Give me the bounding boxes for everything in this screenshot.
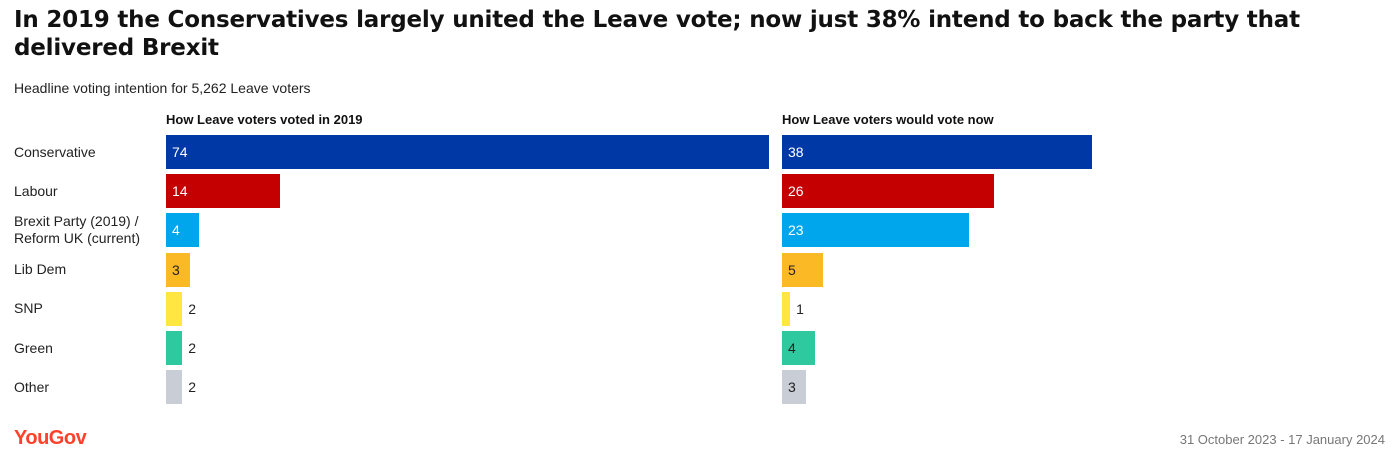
bar: [166, 370, 183, 405]
category-label: Green: [14, 340, 53, 357]
category-label-line: Reform UK (current): [14, 230, 141, 247]
bar: [782, 370, 807, 405]
yougov-logo: YouGov: [14, 427, 87, 449]
bar: [166, 291, 183, 326]
category-label-line: Other: [14, 378, 50, 395]
chart-subtitle: Headline voting intention for 5,262 Leav…: [14, 80, 311, 96]
bar: [782, 331, 815, 365]
category-label: Lib Dem: [14, 261, 66, 278]
bar-value-label: 26: [788, 183, 804, 200]
category-label-line: Conservative: [14, 143, 96, 160]
bar: [782, 174, 994, 209]
bar-value-label: 2: [188, 300, 197, 317]
category-label: Other: [14, 379, 49, 396]
category-label-line: SNP: [14, 300, 43, 317]
category-label: Labour: [14, 183, 58, 200]
bar-value-label: 4: [788, 340, 796, 356]
date-range: 31 October 2023 - 17 January 2024: [1179, 432, 1385, 447]
category-label-line: Brexit Party (2019) /: [14, 213, 139, 230]
bar: [782, 252, 823, 287]
bar: [166, 213, 199, 248]
panel-title-2019: How Leave voters voted in 2019: [166, 112, 363, 127]
bar-value-label: 14: [172, 183, 188, 200]
bar: [166, 135, 770, 169]
bar: [166, 331, 183, 365]
category-label: SNP: [14, 300, 43, 317]
bar-value-label: 5: [788, 261, 796, 278]
panel-title-now: How Leave voters would vote now: [782, 112, 994, 127]
bar: [782, 291, 791, 326]
bar-value-label: 3: [172, 261, 180, 278]
bar-value-label: 3: [788, 379, 796, 396]
category-label-line: Lib Dem: [14, 261, 67, 278]
bar: [782, 135, 1092, 169]
category-label-line: Labour: [14, 182, 58, 199]
bar: [782, 213, 970, 248]
bar-value-label: 74: [172, 144, 188, 160]
bar-value-label: 2: [188, 340, 197, 356]
chart-title: In 2019 the Conservatives largely united…: [14, 7, 1300, 61]
bar-value-label: 23: [788, 222, 804, 239]
bar-value-label: 1: [796, 300, 804, 317]
bar-value-label: 2: [188, 379, 197, 396]
category-label-line: Green: [14, 339, 53, 356]
category-label: Conservative: [14, 144, 96, 161]
bar: [166, 174, 281, 209]
bar-value-label: 4: [172, 222, 180, 239]
bar: [166, 252, 191, 287]
bar-value-label: 38: [788, 144, 804, 160]
category-label: Brexit Party (2019) / Reform UK (current): [14, 213, 140, 247]
